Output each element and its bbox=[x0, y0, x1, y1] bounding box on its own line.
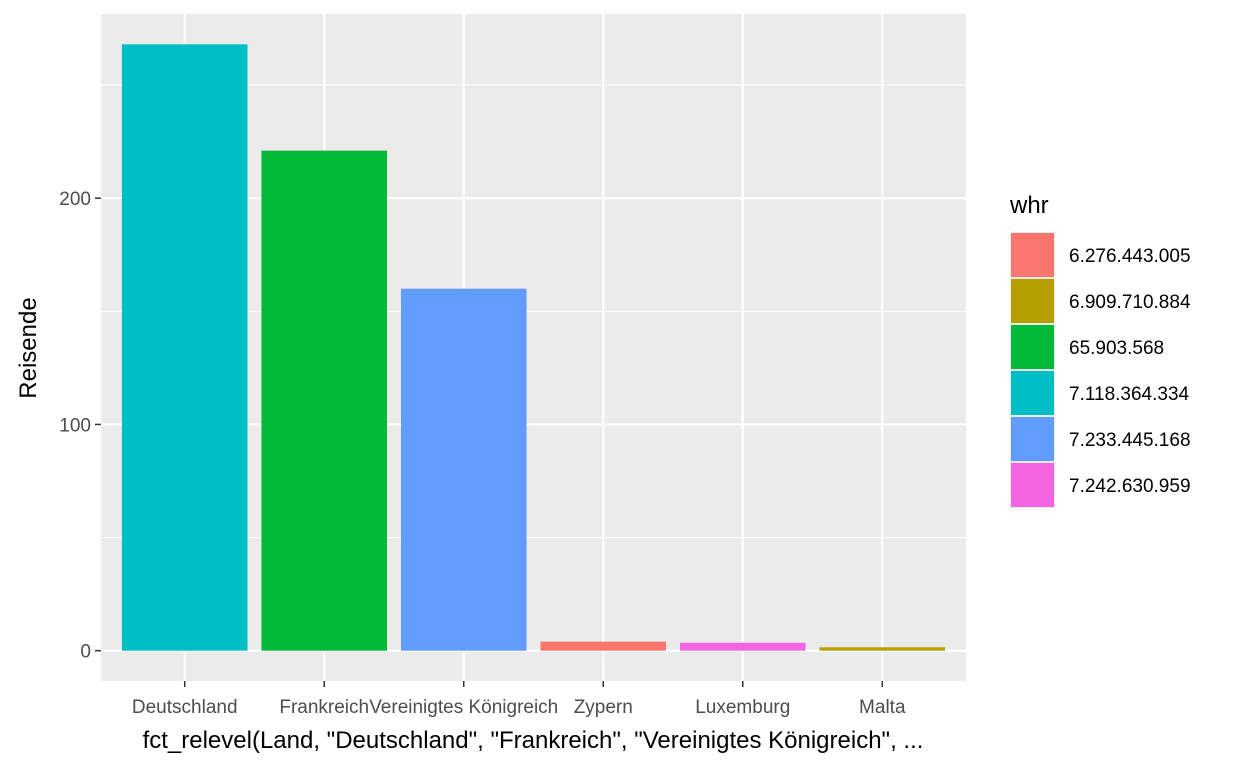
x-axis: Deutschland Frankreich Vereinigtes Königre… bbox=[132, 681, 906, 718]
y-axis-title: Reisende bbox=[15, 297, 42, 398]
legend-swatch bbox=[1011, 463, 1054, 507]
legend-swatch bbox=[1011, 233, 1054, 277]
y-tick-label: 100 bbox=[59, 415, 91, 436]
legend-label: 7.118.364.334 bbox=[1069, 384, 1190, 405]
legend-label: 65.903.568 bbox=[1069, 338, 1164, 359]
bar-malta bbox=[819, 647, 946, 651]
x-tick-label: Deutschland bbox=[132, 697, 238, 718]
legend-swatch bbox=[1011, 279, 1054, 323]
legend-title: whr bbox=[1009, 192, 1049, 219]
x-tick-label: Vereinigtes Königreich bbox=[369, 697, 558, 718]
bar-zypern bbox=[540, 641, 667, 651]
legend-swatch bbox=[1011, 417, 1054, 461]
bar-deutschland bbox=[121, 44, 248, 651]
y-tick-label: 200 bbox=[59, 189, 91, 210]
x-tick-label: Luxemburg bbox=[695, 697, 790, 718]
legend-swatch bbox=[1011, 325, 1054, 369]
legend-label: 7.242.630.959 bbox=[1069, 476, 1191, 497]
y-tick-label: 0 bbox=[80, 642, 91, 663]
x-tick-label: Zypern bbox=[574, 697, 633, 718]
legend-label: 6.909.710.884 bbox=[1069, 292, 1191, 313]
bars bbox=[121, 44, 946, 651]
legend: whr 6.276.443.005 6.909.710.884 65.903.568… bbox=[1009, 192, 1191, 508]
legend-label: 6.276.443.005 bbox=[1069, 246, 1191, 267]
bar-vereinigtes-k-nigreich bbox=[400, 288, 527, 651]
legend-label: 7.233.445.168 bbox=[1069, 430, 1191, 451]
x-tick-label: Malta bbox=[859, 697, 906, 718]
legend-swatch bbox=[1011, 371, 1054, 415]
x-tick-label: Frankreich bbox=[279, 697, 369, 718]
x-axis-title: fct_relevel(Land, "Deutschland", "Frankr… bbox=[143, 727, 924, 754]
y-axis: 0 100 200 bbox=[59, 189, 101, 663]
bar-luxemburg bbox=[679, 642, 806, 651]
bar-frankreich bbox=[261, 150, 388, 651]
legend-entries: 6.276.443.005 6.909.710.884 65.903.568 7.11… bbox=[1010, 232, 1191, 508]
